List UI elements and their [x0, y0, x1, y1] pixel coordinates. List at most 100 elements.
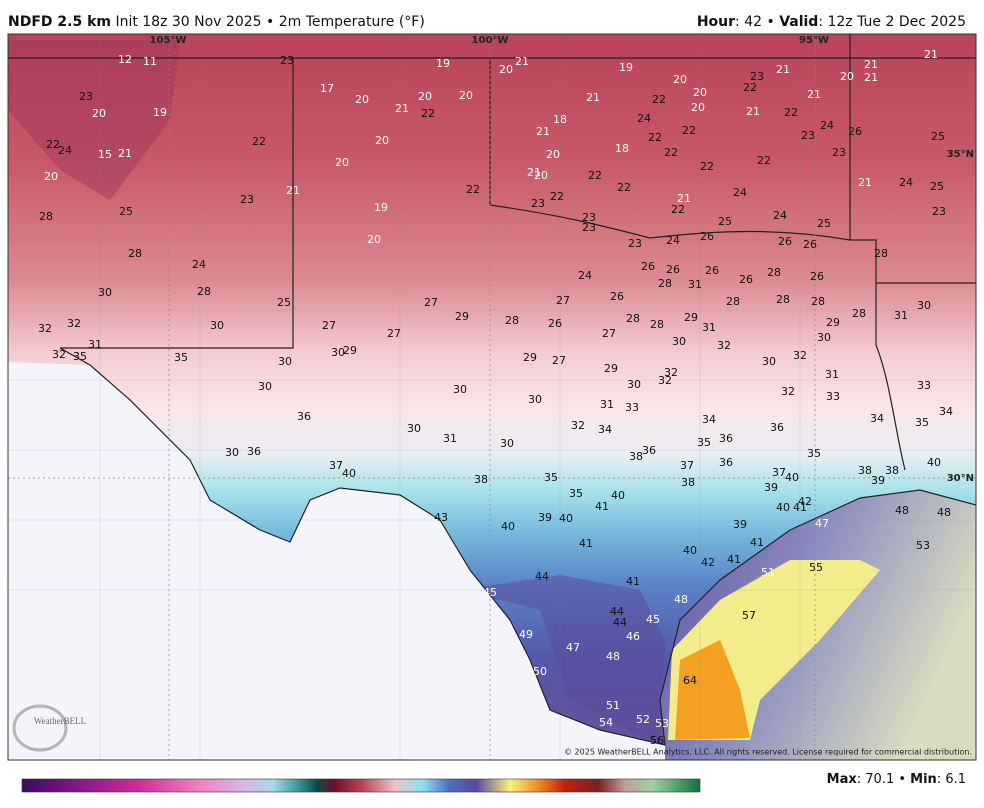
- temperature-label: 11: [143, 55, 157, 68]
- max: : 70.1 •: [857, 772, 910, 787]
- temperature-label: 35: [174, 351, 188, 364]
- temperature-label: 23: [280, 54, 294, 67]
- temperature-label: 29: [523, 351, 537, 364]
- temperature-label: 22: [671, 203, 685, 216]
- temperature-label: 20: [44, 170, 58, 183]
- temperature-label: 28: [658, 277, 672, 290]
- colorbar: [21, 778, 701, 793]
- temperature-label: 30: [917, 299, 931, 312]
- temperature-label: 29: [826, 316, 840, 329]
- temperature-label: 55: [809, 561, 823, 574]
- temperature-label: 20: [92, 107, 106, 120]
- temperature-label: 31: [702, 321, 716, 334]
- temperature-label: 38: [474, 473, 488, 486]
- temperature-label: 34: [598, 423, 612, 436]
- temperature-label: 17: [320, 82, 334, 95]
- temperature-label: 28: [811, 295, 825, 308]
- temperature-label: 26: [641, 260, 655, 273]
- temperature-label: 22: [550, 190, 564, 203]
- temperature-label: 32: [717, 339, 731, 352]
- min-key: Min: [910, 772, 937, 787]
- mexico: [8, 362, 665, 760]
- longitude-label: 105°W: [150, 35, 187, 46]
- temperature-label: 21: [677, 192, 691, 205]
- temperature-label: 31: [825, 368, 839, 381]
- temperature-label: 22: [700, 160, 714, 173]
- min: : 6.1: [937, 772, 966, 787]
- footer-stats: Max: 70.1 • Min: 6.1: [827, 772, 966, 787]
- temperature-label: 29: [455, 310, 469, 323]
- temperature-label: 38: [858, 464, 872, 477]
- temperature-label: 40: [927, 456, 941, 469]
- temperature-label: 28: [505, 314, 519, 327]
- temperature-label: 20: [840, 70, 854, 83]
- temperature-label: 20: [693, 86, 707, 99]
- copyright: © 2025 WeatherBELL Analytics, LLC. All r…: [564, 748, 972, 757]
- header-left: NDFD 2.5 km Init 18z 30 Nov 2025 • 2m Te…: [8, 14, 425, 30]
- max-key: Max: [827, 772, 858, 787]
- temperature-label: 26: [778, 235, 792, 248]
- temperature-label: 48: [937, 506, 951, 519]
- temperature-label: 20: [534, 169, 548, 182]
- temperature-label: 22: [757, 154, 771, 167]
- temperature-label: 36: [719, 456, 733, 469]
- temperature-label: 38: [885, 464, 899, 477]
- temperature-label: 36: [770, 421, 784, 434]
- temperature-label: 23: [832, 146, 846, 159]
- temperature-label: 28: [39, 210, 53, 223]
- temperature-label: 22: [466, 183, 480, 196]
- temperature-label: 32: [793, 349, 807, 362]
- temperature-label: 44: [613, 616, 627, 629]
- temperature-label: 21: [746, 105, 760, 118]
- temperature-label: 22: [252, 135, 266, 148]
- temperature-label: 26: [610, 290, 624, 303]
- temperature-label: 25: [718, 215, 732, 228]
- temperature-label: 23: [801, 129, 815, 142]
- temperature-label: 33: [826, 390, 840, 403]
- temperature-label: 38: [681, 476, 695, 489]
- temperature-label: 26: [848, 125, 862, 138]
- temperature-label: 30: [672, 335, 686, 348]
- temperature-label: 37: [329, 459, 343, 472]
- temperature-label: 28: [128, 247, 142, 260]
- logo-swirl: [12, 704, 68, 752]
- temperature-label: 28: [197, 285, 211, 298]
- temperature-label: 39: [733, 518, 747, 531]
- temperature-label: 30: [331, 346, 345, 359]
- temperature-label: 37: [680, 459, 694, 472]
- temperature-label: 34: [939, 405, 953, 418]
- temperature-label: 19: [153, 106, 167, 119]
- temperature-label: 20: [673, 73, 687, 86]
- temperature-label: 31: [600, 398, 614, 411]
- temperature-label: 21: [924, 48, 938, 61]
- temperature-label: 41: [793, 501, 807, 514]
- temperature-label: 40: [683, 544, 697, 557]
- temperature-label: 22: [682, 124, 696, 137]
- temperature-label: 28: [726, 295, 740, 308]
- temperature-label: 37: [772, 466, 786, 479]
- temperature-label: 30: [278, 355, 292, 368]
- temperature-label: 45: [646, 613, 660, 626]
- temperature-label: 32: [781, 385, 795, 398]
- temperature-label: 64: [683, 674, 697, 687]
- temperature-label: 21: [118, 147, 132, 160]
- temperature-label: 40: [776, 501, 790, 514]
- temperature-label: 19: [374, 201, 388, 214]
- temperature-label: 27: [552, 354, 566, 367]
- temperature-label: 23: [79, 90, 93, 103]
- temperature-label: 20: [691, 101, 705, 114]
- temperature-label: 28: [874, 247, 888, 260]
- temperature-label: 21: [864, 71, 878, 84]
- temperature-label: 30: [627, 378, 641, 391]
- temperature-label: 27: [556, 294, 570, 307]
- temperature-label: 40: [559, 512, 573, 525]
- colorbar-ramp: [21, 778, 701, 793]
- temperature-label: 26: [803, 238, 817, 251]
- temperature-label: 24: [637, 112, 651, 125]
- temperature-label: 18: [553, 113, 567, 126]
- temperature-label: 23: [240, 193, 254, 206]
- temperature-label: 24: [820, 119, 834, 132]
- temperature-label: 25: [119, 205, 133, 218]
